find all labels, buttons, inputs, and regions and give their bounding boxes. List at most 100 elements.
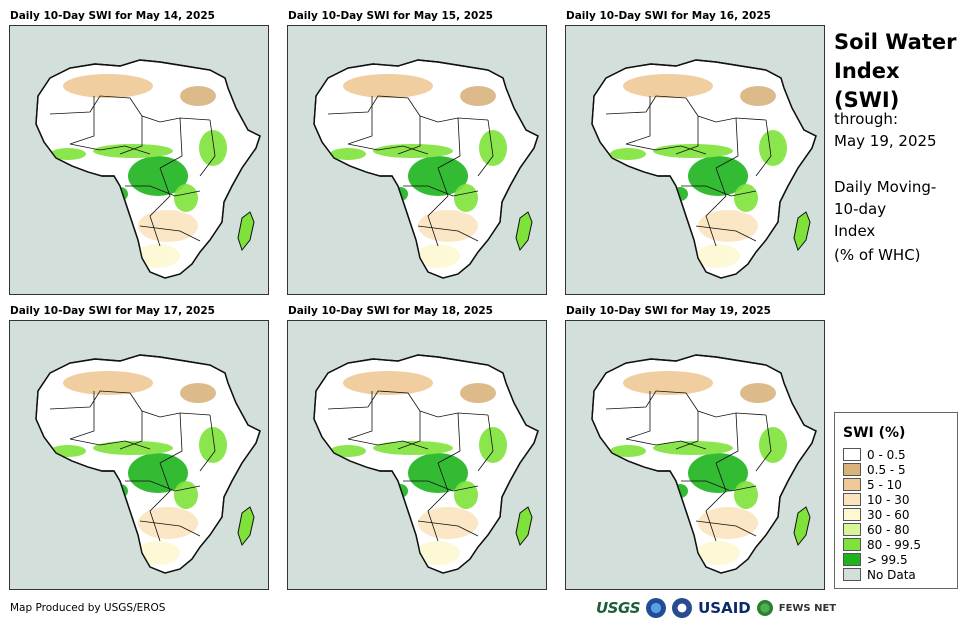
legend-swatch [843,553,861,566]
legend-item: 0 - 0.5 [843,447,906,462]
swi-region [696,541,740,565]
country-border [199,414,216,472]
swi-region [454,481,478,509]
legend: SWI (%) 0 - 0.5 0.5 - 5 5 - 10 10 - 30 3… [834,412,958,589]
legend-title: SWI (%) [843,425,906,441]
legend-label: No Data [867,567,916,582]
country-border [755,119,772,177]
swi-map-1 [9,25,269,295]
legend-label: 60 - 80 [867,522,910,537]
through-label: through: [834,110,898,128]
swi-region [330,445,366,457]
country-border [625,96,651,145]
coastline [35,354,261,574]
swi-region [174,481,198,509]
country-border [695,225,757,242]
noaa-seal-icon [646,598,667,618]
swi-region [759,427,787,463]
panel-title-4: Daily 10-Day SWI for May 17, 2025 [10,305,215,317]
panel-title-2: Daily 10-Day SWI for May 15, 2025 [288,10,493,22]
swi-region [50,148,86,160]
swi-region [136,541,180,565]
swi-region [93,441,173,455]
country-border [675,411,699,450]
country-border [427,462,449,542]
country-border [715,117,739,169]
country-border [477,119,494,177]
desc-line4: (% of WHC) [834,246,921,264]
fews-net-logo: FEWS NET [778,602,837,614]
country-border [199,119,216,177]
swi-region [479,427,507,463]
coastline [591,59,817,279]
swi-region [610,148,646,160]
country-border [625,391,651,440]
country-border [755,414,772,472]
desc-line1: Daily Moving- [834,178,937,196]
country-border [139,520,201,537]
swi-region [63,371,153,395]
country-border [705,167,727,247]
africa-map-svg [591,59,817,279]
country-border [625,143,707,155]
swi-region [199,427,227,463]
country-border [149,462,171,542]
country-border [403,185,479,197]
legend-swatch [843,478,861,491]
swi-region [734,481,758,509]
swi-map-5 [287,320,547,590]
swi-region [454,184,478,212]
swi-map-3 [565,25,825,295]
panel-title-6: Daily 10-Day SWI for May 19, 2025 [566,305,771,317]
swi-region [653,144,733,158]
swi-region [343,74,433,98]
country-border [715,412,739,464]
swi-region [373,144,453,158]
africa-map-svg [313,59,539,279]
country-border [125,185,201,197]
swi-region [759,130,787,166]
agency-logos: USGS USAID FEWS NET [596,596,836,620]
swi-region [373,441,453,455]
swi-region [112,187,128,201]
desc-line2: 10-day [834,200,887,218]
desc-line3: Index [834,222,876,240]
madagascar [793,211,811,252]
legend-label: 0 - 0.5 [867,447,906,462]
swi-region [343,371,433,395]
swi-region [623,371,713,395]
legend-swatch [843,523,861,536]
swi-map-6 [565,320,825,590]
country-border [327,95,489,123]
coastline [35,59,261,279]
country-border [119,411,143,450]
panel-title-5: Daily 10-Day SWI for May 18, 2025 [288,305,493,317]
country-border [427,167,449,247]
coastline [591,354,817,574]
swi-region [479,130,507,166]
legend-label: 10 - 30 [867,492,910,507]
swi-region [740,383,776,403]
swi-region [180,86,216,106]
country-border [477,414,494,472]
africa-map-svg [313,354,539,574]
swi-map-4 [9,320,269,590]
country-border [125,480,201,492]
swi-region [418,507,478,539]
swi-region [330,148,366,160]
country-border [159,412,183,464]
country-border [49,390,211,418]
country-border [159,117,183,169]
nasa-seal-icon [672,598,693,618]
swi-region [688,453,748,493]
madagascar [515,211,533,252]
usaid-logo: USAID [698,599,751,617]
country-border [149,167,171,247]
swi-region [93,144,173,158]
africa-map-svg [35,354,261,574]
africa-map-svg [591,354,817,574]
country-border [403,480,479,492]
legend-item: 30 - 60 [843,507,910,522]
coastline [313,59,539,279]
swi-region [416,244,460,268]
